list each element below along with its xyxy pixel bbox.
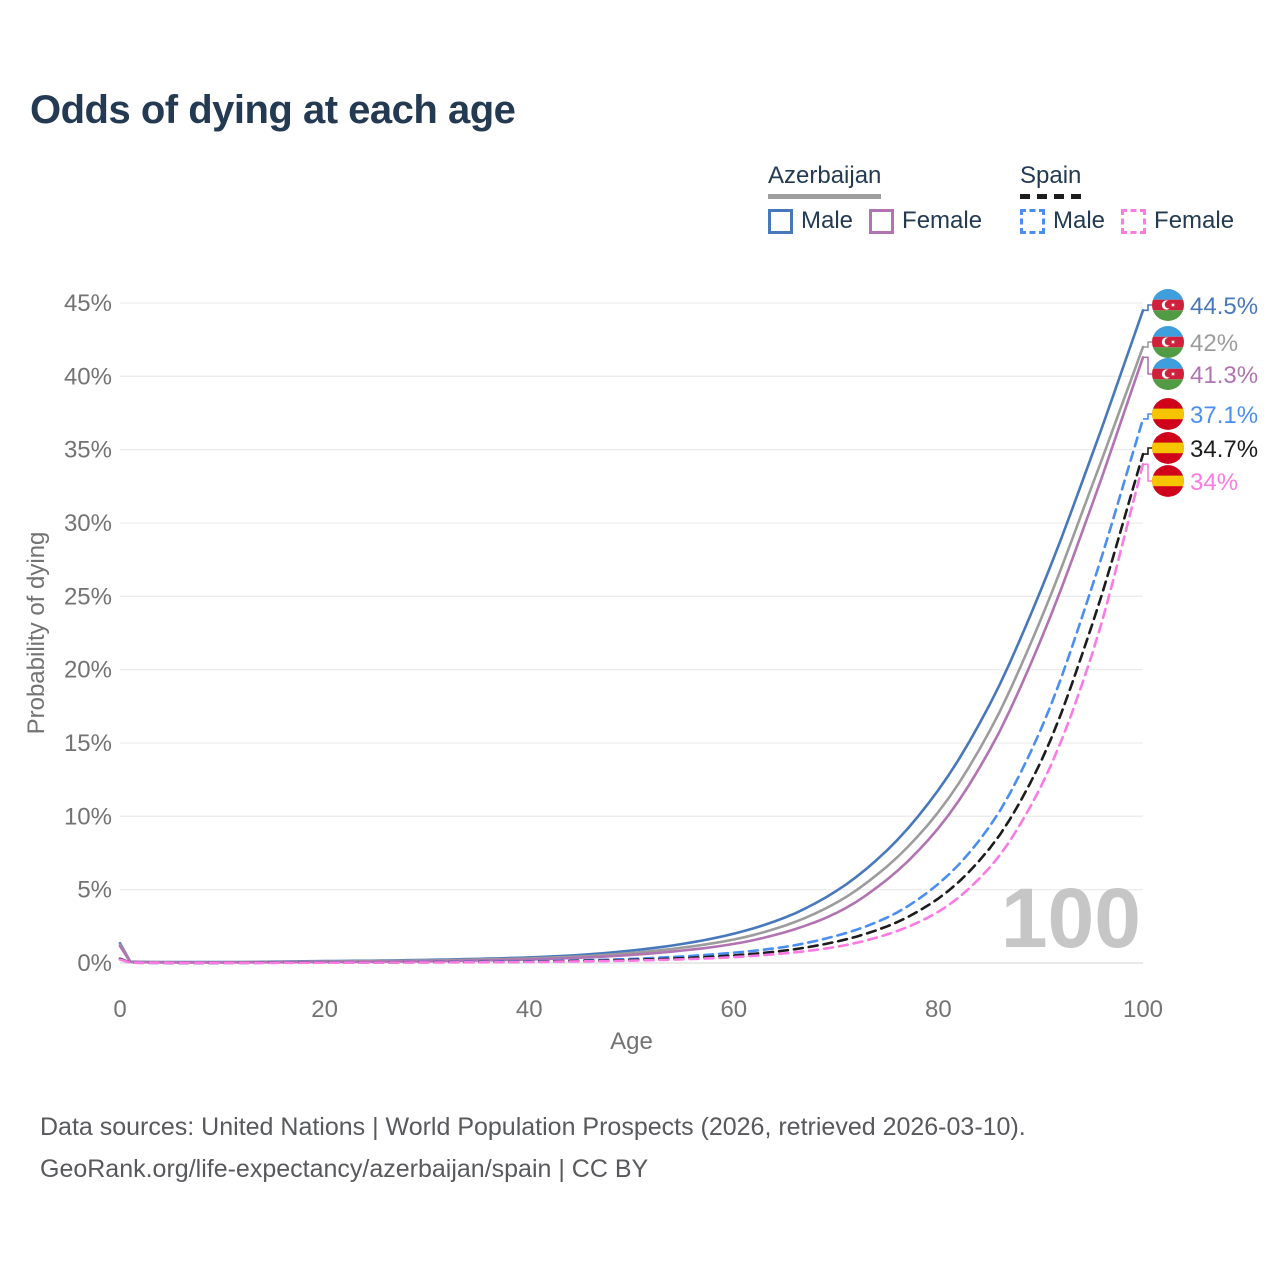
legend-group-spain: Spain Male Female	[1020, 162, 1234, 235]
end-value-label-azerbaijan-both: 42%	[1190, 330, 1238, 357]
legend-group-azerbaijan: Azerbaijan Male Female	[768, 162, 982, 235]
y-tick-label: 15%	[64, 730, 112, 757]
end-value-label-spain-male: 37.1%	[1190, 402, 1258, 429]
legend-row-azerbaijan: Male Female	[768, 207, 982, 235]
legend-item-azerbaijan-male[interactable]: Male	[768, 207, 853, 235]
legend-item-azerbaijan-female[interactable]: Female	[869, 207, 982, 235]
y-tick-label: 45%	[64, 290, 112, 317]
label-connector-azerbaijan-both	[1143, 341, 1152, 348]
legend-swatch-spain-male-icon	[1020, 208, 1045, 234]
chart-title: Odds of dying at each age	[30, 88, 516, 132]
end-value-label-spain-both: 34.7%	[1190, 436, 1258, 463]
legend-row-spain: Male Female	[1020, 207, 1234, 235]
label-connector-spain-both	[1143, 447, 1152, 455]
label-connector-azerbaijan-female	[1143, 356, 1152, 375]
y-tick-label: 25%	[64, 583, 112, 610]
spain-flag-icon	[1152, 465, 1184, 497]
legend-country-label-azerbaijan: Azerbaijan	[768, 162, 882, 199]
y-tick-label: 40%	[64, 363, 112, 390]
legend-item-label: Female	[1154, 207, 1235, 234]
series-line-spain-both[interactable]	[118, 452, 1145, 965]
x-tick-label: 60	[720, 996, 747, 1023]
series-line-azerbaijan-female[interactable]	[118, 356, 1145, 964]
series-line-spain-female[interactable]	[118, 463, 1145, 965]
azerbaijan-flag-icon	[1152, 358, 1184, 390]
legend-swatch-azerbaijan-female-icon	[869, 208, 895, 234]
legend-item-spain-female[interactable]: Female	[1121, 207, 1234, 235]
y-tick-label: 20%	[64, 657, 112, 684]
legend-swatch-spain-female-icon	[1121, 208, 1147, 234]
series-line-azerbaijan-male[interactable]	[118, 309, 1145, 964]
x-tick-label: 40	[516, 996, 543, 1023]
footer: Data sources: United Nations | World Pop…	[40, 1106, 1026, 1190]
legend-item-spain-male[interactable]: Male	[1020, 207, 1105, 235]
y-tick-label: 35%	[64, 437, 112, 464]
azerbaijan-flag-icon	[1152, 326, 1184, 358]
series-line-spain-male[interactable]	[118, 417, 1145, 965]
legend-item-label: Female	[902, 207, 983, 234]
legend-item-label: Male	[1053, 207, 1106, 234]
x-axis-title: Age	[610, 1028, 653, 1055]
y-tick-label: 10%	[64, 803, 112, 830]
x-tick-label: 100	[1123, 996, 1163, 1023]
spain-flag-icon	[1152, 398, 1184, 430]
legend-swatch-azerbaijan-male-icon	[768, 208, 793, 234]
label-connector-spain-male	[1143, 413, 1152, 420]
footer-source-line: Data sources: United Nations | World Pop…	[40, 1113, 1026, 1141]
age-counter-watermark: 100	[1001, 871, 1141, 965]
azerbaijan-flag-icon	[1152, 289, 1184, 321]
legend-item-label: Male	[801, 207, 854, 234]
legend-country-label-spain: Spain	[1020, 162, 1082, 199]
series-line-azerbaijan-both[interactable]	[118, 345, 1145, 964]
y-tick-label: 5%	[77, 877, 112, 904]
spain-flag-icon	[1152, 432, 1184, 464]
footer-attribution-line: GeoRank.org/life-expectancy/azerbaijan/s…	[40, 1155, 649, 1183]
end-value-label-azerbaijan-male: 44.5%	[1190, 293, 1258, 320]
end-value-label-spain-female: 34%	[1190, 469, 1238, 496]
x-tick-label: 20	[311, 996, 338, 1023]
label-connector-spain-female	[1143, 463, 1152, 482]
label-connector-azerbaijan-male	[1143, 304, 1152, 312]
end-value-label-azerbaijan-female: 41.3%	[1190, 362, 1258, 389]
x-tick-label: 80	[925, 996, 952, 1023]
x-tick-label: 0	[113, 996, 126, 1023]
y-tick-label: 0%	[77, 950, 112, 977]
y-tick-label: 30%	[64, 510, 112, 537]
y-axis-title: Probability of dying	[23, 532, 50, 735]
